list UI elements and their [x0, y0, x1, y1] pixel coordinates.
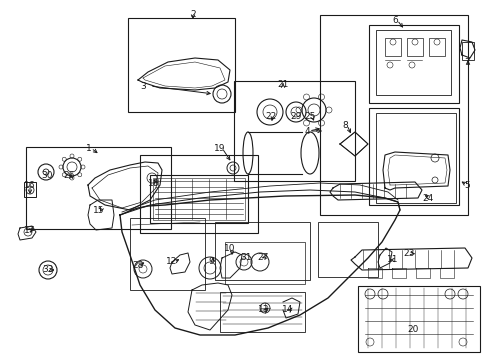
Text: 14: 14 [282, 306, 293, 315]
Text: 31: 31 [240, 252, 251, 261]
Text: 16: 16 [24, 180, 36, 189]
Text: 1: 1 [86, 144, 92, 153]
Bar [368, 108, 458, 205]
Text: 8: 8 [342, 121, 347, 130]
Text: 20: 20 [407, 325, 418, 334]
Text: 17: 17 [24, 225, 36, 234]
Bar [130, 218, 204, 290]
Text: 13: 13 [258, 306, 269, 315]
Text: 10: 10 [224, 243, 235, 252]
Bar [317, 222, 377, 277]
Bar [224, 242, 305, 284]
Bar [319, 15, 467, 215]
Text: 23: 23 [403, 248, 414, 257]
Bar [368, 25, 458, 103]
Bar [220, 292, 305, 332]
Text: 12: 12 [166, 257, 177, 266]
Bar [24, 182, 36, 197]
Bar [406, 38, 422, 56]
Text: 11: 11 [386, 256, 398, 265]
Bar [153, 178, 244, 220]
Bar [140, 155, 258, 233]
Text: 21: 21 [277, 80, 288, 89]
Text: 29: 29 [290, 112, 301, 121]
Bar [234, 81, 354, 181]
Bar [461, 42, 473, 60]
Bar [384, 38, 400, 56]
Text: 30: 30 [41, 171, 53, 180]
Text: 25: 25 [304, 112, 315, 121]
Text: 4: 4 [304, 126, 309, 135]
Text: 3: 3 [140, 81, 145, 90]
Text: 15: 15 [93, 206, 104, 215]
Bar [375, 113, 455, 203]
Text: 7: 7 [463, 58, 469, 67]
Text: 6: 6 [391, 15, 397, 24]
Bar [375, 30, 450, 95]
Text: 19: 19 [214, 144, 225, 153]
Text: 24: 24 [422, 194, 433, 202]
Text: 26: 26 [63, 171, 75, 180]
Text: 2: 2 [190, 9, 195, 18]
Text: 9: 9 [208, 257, 213, 266]
Bar [150, 175, 247, 223]
Text: 5: 5 [463, 180, 469, 189]
Text: 27: 27 [257, 252, 268, 261]
Bar [215, 222, 309, 280]
Text: 18: 18 [148, 179, 160, 188]
Text: 22: 22 [265, 112, 276, 121]
Bar [26, 147, 171, 229]
Bar [357, 286, 479, 352]
Text: 32: 32 [42, 266, 54, 274]
Bar [128, 18, 235, 112]
Bar [428, 38, 444, 56]
Text: 28: 28 [132, 261, 143, 270]
